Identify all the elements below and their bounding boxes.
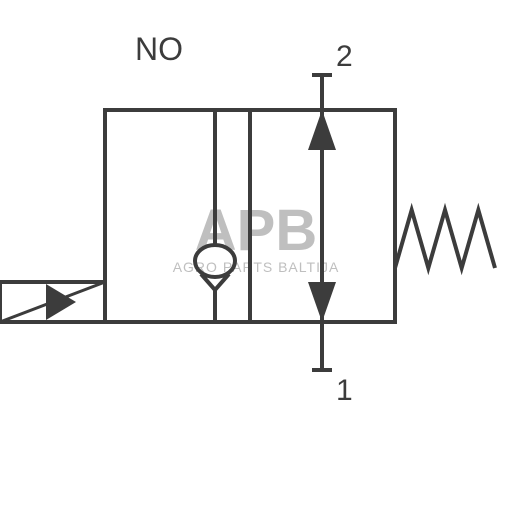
port-2-label: 2 xyxy=(336,40,353,73)
flow-arrow-up-icon xyxy=(308,110,336,150)
flow-arrow-down-icon xyxy=(308,282,336,322)
port-1-label: 1 xyxy=(336,374,353,407)
valve-type-label: NO xyxy=(135,31,183,67)
valve-diagram: APBAGRO PARTS BALTIJANO21 xyxy=(0,0,512,512)
return-spring-icon xyxy=(395,210,495,268)
solenoid-arrowhead-icon xyxy=(46,284,76,320)
